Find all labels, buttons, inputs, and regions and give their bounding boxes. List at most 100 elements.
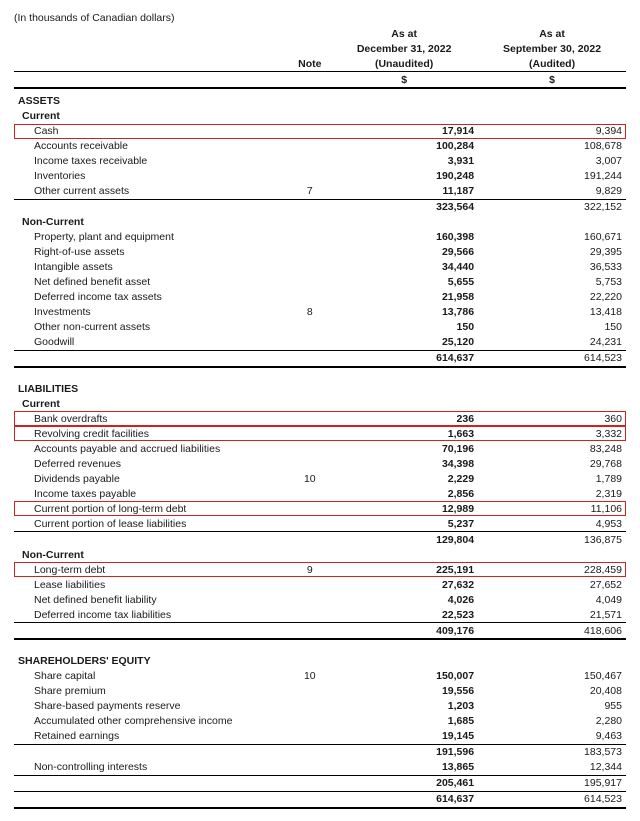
- line-label: Right-of-use assets: [14, 245, 289, 260]
- line-note: 8: [289, 305, 330, 320]
- line-label: Deferred income tax liabilities: [14, 607, 289, 623]
- line-v1: 13,865: [330, 760, 478, 776]
- line-note: [289, 320, 330, 335]
- col2-date: September 30, 2022: [478, 41, 626, 56]
- line-v1: 12,989: [330, 501, 478, 516]
- line-note: [289, 290, 330, 305]
- line-v1: 13,786: [330, 305, 478, 320]
- eq-subtotal-v1: 191,596: [330, 744, 478, 760]
- col1-sym: $: [330, 72, 478, 89]
- eq-total2-v2: 614,523: [478, 791, 626, 808]
- line-v1: 160,398: [330, 230, 478, 245]
- line-label: Accounts receivable: [14, 139, 289, 154]
- line-v2: 36,533: [478, 260, 626, 275]
- line-label: Lease liabilities: [14, 577, 289, 592]
- line-label: Dividends payable: [14, 471, 289, 486]
- line-v2: 228,459: [478, 562, 626, 577]
- section-title: ASSETS: [14, 88, 289, 109]
- subsection-title: Current: [14, 396, 289, 411]
- line-label: Share capital: [14, 669, 289, 684]
- line-label: Investments: [14, 305, 289, 320]
- line-label: Current portion of lease liabilities: [14, 516, 289, 532]
- line-note: [289, 245, 330, 260]
- section-title: SHAREHOLDERS' EQUITY: [14, 649, 289, 669]
- col2-status: (Audited): [478, 56, 626, 72]
- section-title: LIABILITIES: [14, 377, 289, 397]
- line-v2: 191,244: [478, 169, 626, 184]
- line-v1: 19,556: [330, 684, 478, 699]
- line-v2: 108,678: [478, 139, 626, 154]
- line-v2: 5,753: [478, 275, 626, 290]
- subsection-title: Non-Current: [14, 547, 289, 562]
- subtotal-v2: 136,875: [478, 532, 626, 548]
- line-v1: 27,632: [330, 577, 478, 592]
- line-v2: 955: [478, 699, 626, 714]
- col2-asat: As at: [478, 26, 626, 41]
- line-v2: 2,280: [478, 714, 626, 729]
- line-label: Revolving credit facilities: [14, 426, 289, 441]
- line-label: Deferred income tax assets: [14, 290, 289, 305]
- line-v1: 70,196: [330, 441, 478, 456]
- line-note: [289, 501, 330, 516]
- subtotal-v2: 322,152: [478, 199, 626, 215]
- line-v1: 1,203: [330, 699, 478, 714]
- line-note: [289, 577, 330, 592]
- line-label: Deferred revenues: [14, 456, 289, 471]
- line-label: Share-based payments reserve: [14, 699, 289, 714]
- line-note: [289, 426, 330, 441]
- line-v1: 100,284: [330, 139, 478, 154]
- line-v2: 150: [478, 320, 626, 335]
- subtotal-v1: 129,804: [330, 532, 478, 548]
- line-v2: 11,106: [478, 501, 626, 516]
- line-v1: 1,685: [330, 714, 478, 729]
- line-note: [289, 684, 330, 699]
- line-note: [289, 441, 330, 456]
- line-v1: 34,440: [330, 260, 478, 275]
- line-label: Current portion of long-term debt: [14, 501, 289, 516]
- line-v2: 13,418: [478, 305, 626, 320]
- line-v2: 3,332: [478, 426, 626, 441]
- eq-total2-v1: 614,637: [330, 791, 478, 808]
- line-note: [289, 335, 330, 351]
- line-label: Goodwill: [14, 335, 289, 351]
- line-v1: 236: [330, 411, 478, 426]
- line-v2: 24,231: [478, 335, 626, 351]
- total-v1: 409,176: [330, 623, 478, 640]
- line-label: Accumulated other comprehensive income: [14, 714, 289, 729]
- line-v2: 9,829: [478, 184, 626, 200]
- line-note: [289, 260, 330, 275]
- line-note: [289, 230, 330, 245]
- line-v1: 34,398: [330, 456, 478, 471]
- line-label: Other non-current assets: [14, 320, 289, 335]
- line-v1: 190,248: [330, 169, 478, 184]
- line-note: 10: [289, 669, 330, 684]
- eq-total1-v2: 195,917: [478, 775, 626, 791]
- col1-status: (Unaudited): [330, 56, 478, 72]
- line-label: Net defined benefit liability: [14, 592, 289, 607]
- line-v1: 17,914: [330, 124, 478, 139]
- line-v2: 12,344: [478, 760, 626, 776]
- line-v1: 1,663: [330, 426, 478, 441]
- line-v2: 29,395: [478, 245, 626, 260]
- note-header: Note: [289, 56, 330, 72]
- line-v2: 150,467: [478, 669, 626, 684]
- line-note: [289, 169, 330, 184]
- line-label: Net defined benefit asset: [14, 275, 289, 290]
- line-label: Share premium: [14, 684, 289, 699]
- line-label: Income taxes payable: [14, 486, 289, 501]
- line-label: Non-controlling interests: [14, 760, 289, 776]
- line-v2: 9,463: [478, 729, 626, 745]
- subsection-title: Current: [14, 109, 289, 124]
- line-v2: 29,768: [478, 456, 626, 471]
- line-v2: 360: [478, 411, 626, 426]
- line-note: [289, 275, 330, 290]
- line-v2: 9,394: [478, 124, 626, 139]
- line-v1: 5,655: [330, 275, 478, 290]
- units-note: (In thousands of Canadian dollars): [14, 12, 626, 24]
- line-v1: 3,931: [330, 154, 478, 169]
- line-label: Long-term debt: [14, 562, 289, 577]
- col2-sym: $: [478, 72, 626, 89]
- line-label: Inventories: [14, 169, 289, 184]
- line-label: Intangible assets: [14, 260, 289, 275]
- line-v2: 1,789: [478, 471, 626, 486]
